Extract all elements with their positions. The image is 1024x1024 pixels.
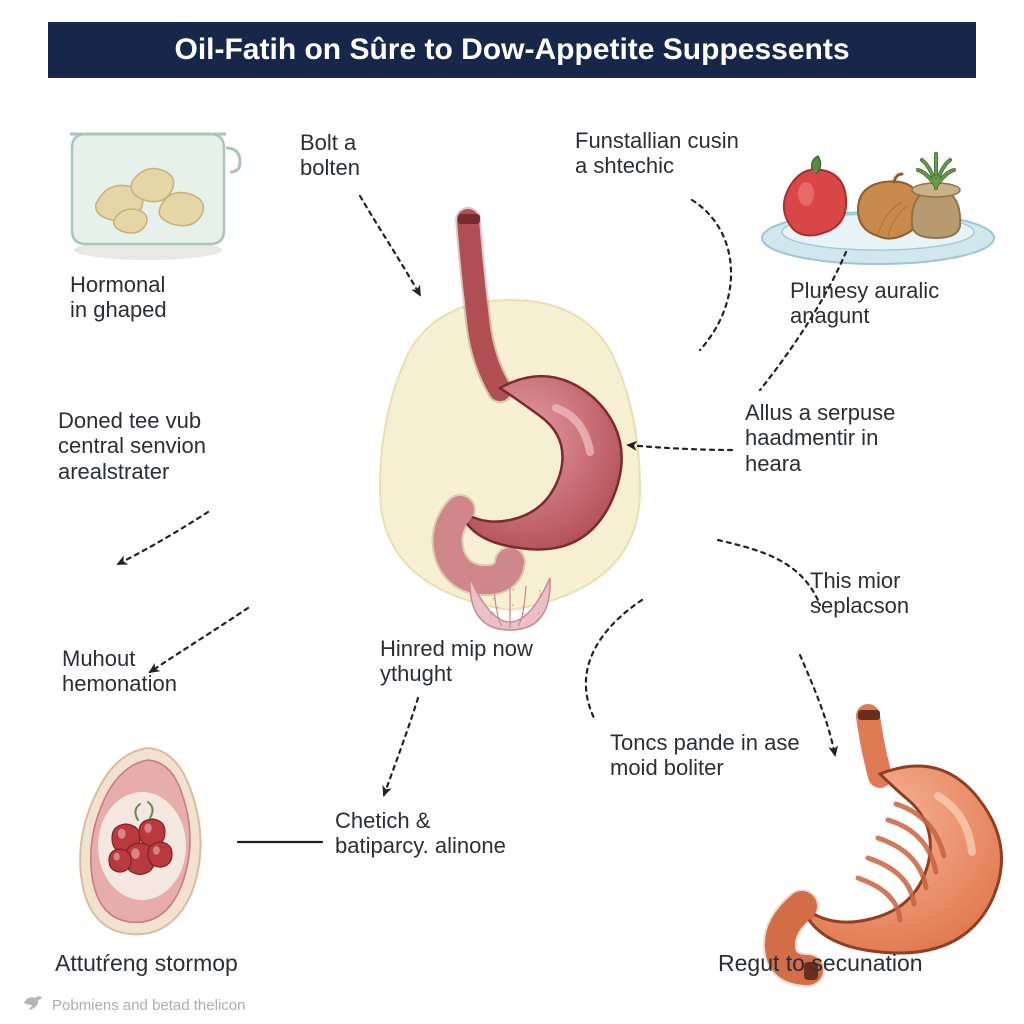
label-bolt-a-bolten: Bolt a bolten (300, 130, 360, 181)
arrow-toncs-arc (586, 600, 642, 720)
arrow-allus-in (628, 445, 732, 450)
arrow-doned-out (118, 512, 208, 564)
arrow-bolt-to-esoph (360, 196, 420, 295)
food-plate-icon (762, 154, 994, 264)
label-regut: Regut to secunation (718, 950, 923, 976)
stomach-diagram (380, 214, 640, 630)
label-funstallian: Funstallian cusin a shtechic (575, 128, 739, 179)
arrow-hinred-down (384, 698, 418, 795)
label-this-mior: This mior seplacson (810, 568, 909, 619)
label-attutreng: Attutŕeng stormop (55, 950, 238, 976)
diagram-canvas (0, 0, 1024, 1024)
arrow-to-stomach2 (800, 655, 835, 755)
label-chetich: Chetich & batiparcy. alinone (335, 808, 506, 859)
jar-icon (70, 134, 240, 260)
label-allus-serpuse: Allus a serpuse haadmentir in heara (745, 400, 895, 476)
stomach-icon (780, 710, 1002, 980)
label-plunesy: Plunesy auralic anagunt (790, 278, 939, 329)
pouch-berries-icon (80, 748, 200, 934)
label-hinred: Hinred mip now ythught (380, 636, 533, 687)
arrow-this-mior-arc (718, 540, 820, 605)
footer-text: Pobmiens and betad thelicon (52, 997, 245, 1014)
bird-icon (22, 994, 44, 1016)
label-muhout: Muhout hemonation (62, 646, 177, 697)
footer: Pobmiens and betad thelicon (22, 994, 245, 1016)
arrow-funstallian-arc (692, 200, 731, 350)
label-doned-central: Doned tee vub central senvion arealstrat… (58, 408, 206, 484)
label-toncs-pande: Toncs pande in ase moid boliter (610, 730, 800, 781)
label-hormonal: Hormonal in ghaped (70, 272, 167, 323)
